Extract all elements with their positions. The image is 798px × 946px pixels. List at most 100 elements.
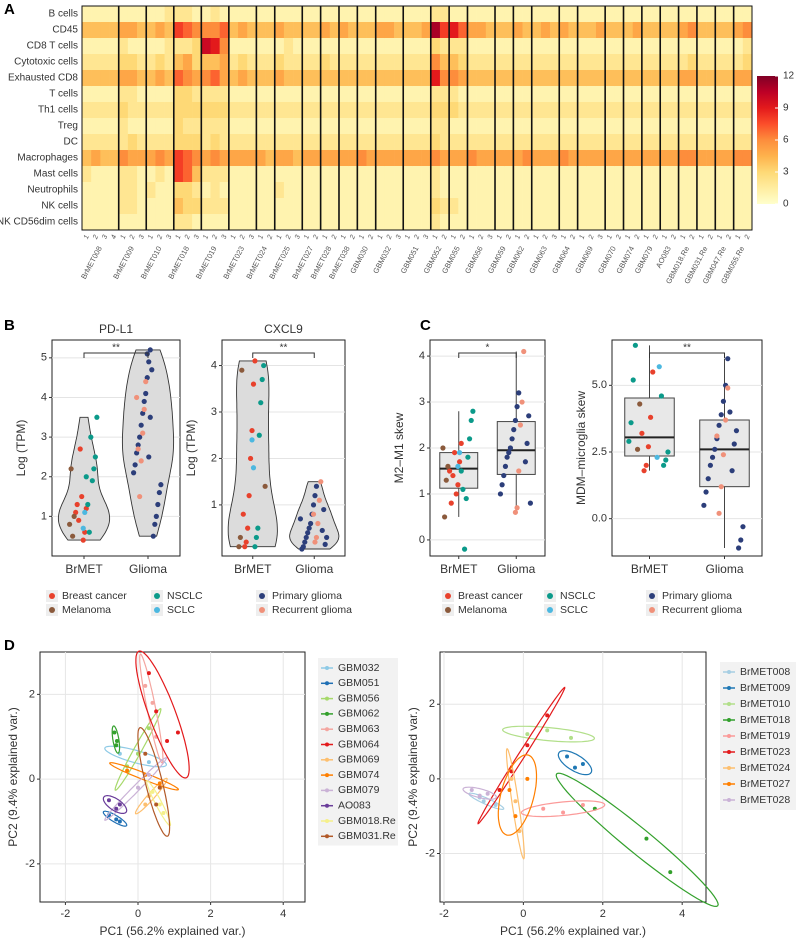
heat-cell bbox=[182, 70, 193, 87]
heat-cell bbox=[238, 198, 248, 215]
heat-cell bbox=[733, 182, 744, 199]
heat-cell bbox=[614, 118, 624, 135]
heat-cell bbox=[146, 150, 156, 167]
heat-cell bbox=[265, 102, 276, 119]
data-point bbox=[541, 806, 546, 811]
legend-key bbox=[649, 607, 655, 613]
heat-cell bbox=[100, 86, 110, 103]
heat-cell bbox=[715, 102, 725, 119]
heat-cell bbox=[476, 118, 487, 135]
heat-cell bbox=[302, 118, 312, 135]
data-point bbox=[249, 437, 255, 443]
heat-cell bbox=[109, 70, 120, 87]
heat-cell bbox=[531, 198, 542, 215]
heat-cell bbox=[293, 70, 303, 87]
heat-cell bbox=[449, 150, 459, 167]
data-point bbox=[322, 541, 328, 547]
column-sub-label: 1 bbox=[404, 234, 412, 240]
heat-cell bbox=[651, 38, 661, 55]
heat-cell bbox=[118, 150, 129, 167]
confidence-ellipse bbox=[497, 754, 538, 836]
data-point bbox=[703, 489, 709, 495]
column-group-label: BrMET009 bbox=[111, 245, 136, 281]
data-point bbox=[733, 428, 740, 434]
heat-cell bbox=[467, 6, 477, 23]
heat-cell bbox=[201, 102, 211, 119]
column-sub-label: 2 bbox=[413, 234, 421, 241]
heat-cell bbox=[495, 22, 505, 39]
heat-cell bbox=[338, 166, 349, 183]
heat-cell bbox=[476, 134, 487, 151]
heat-cell bbox=[742, 38, 753, 55]
heat-cell bbox=[449, 214, 459, 231]
heat-cell bbox=[467, 150, 477, 167]
heat-cell bbox=[91, 198, 101, 215]
column-sub-label: 1 bbox=[340, 234, 348, 240]
legend-key bbox=[259, 593, 265, 599]
column-sub-label: 3 bbox=[138, 234, 146, 240]
heat-cell bbox=[238, 150, 248, 167]
y-axis-label: PC2 (9.4% explained var.) bbox=[406, 707, 420, 846]
heat-cell bbox=[733, 86, 744, 103]
data-point bbox=[509, 436, 515, 442]
data-point bbox=[512, 417, 519, 424]
heat-cell bbox=[274, 102, 285, 119]
data-point bbox=[175, 730, 180, 735]
heat-cell bbox=[586, 86, 597, 103]
data-point bbox=[731, 441, 737, 447]
heatmap-frame bbox=[81, 5, 753, 231]
heat-cell bbox=[247, 150, 257, 167]
heat-cell bbox=[302, 166, 312, 183]
heat-cell bbox=[605, 86, 615, 103]
heat-cell bbox=[586, 166, 597, 183]
heat-cell bbox=[605, 198, 615, 215]
heat-cell bbox=[109, 54, 120, 71]
heat-cell bbox=[577, 54, 588, 71]
data-point bbox=[144, 351, 150, 357]
heat-cell bbox=[127, 70, 138, 87]
heat-cell bbox=[540, 134, 551, 151]
heat-cell bbox=[118, 166, 129, 183]
heat-cell bbox=[540, 54, 551, 71]
y-axis-label: Log (TPM) bbox=[184, 420, 198, 477]
heat-cell bbox=[550, 150, 560, 167]
data-point bbox=[643, 462, 649, 468]
data-point bbox=[527, 500, 533, 506]
heat-cell bbox=[91, 134, 101, 151]
heat-cell bbox=[513, 86, 523, 103]
heat-cell bbox=[82, 22, 92, 39]
heat-cell bbox=[632, 54, 643, 71]
heat-cell bbox=[311, 118, 321, 135]
heat-cell bbox=[293, 102, 303, 119]
heat-cell bbox=[550, 134, 560, 151]
heat-cell bbox=[449, 134, 459, 151]
heat-cell bbox=[384, 6, 395, 23]
heat-cell bbox=[458, 54, 468, 71]
y-tick-label: 3 bbox=[41, 431, 47, 443]
heat-cell bbox=[696, 22, 707, 39]
heat-cell bbox=[614, 38, 624, 55]
heat-cell bbox=[293, 22, 303, 39]
heat-cell bbox=[696, 86, 707, 103]
heat-cell bbox=[238, 22, 248, 39]
heat-cell bbox=[724, 198, 734, 215]
heat-cell bbox=[192, 166, 202, 183]
heat-cell bbox=[495, 214, 505, 231]
heat-cell bbox=[238, 54, 248, 71]
data-point bbox=[161, 811, 166, 816]
heat-cell bbox=[146, 182, 156, 199]
heat-cell bbox=[632, 6, 643, 23]
heat-cell bbox=[706, 54, 716, 71]
heat-cell bbox=[348, 182, 358, 199]
y-axis-label: MDM–microglia skew bbox=[574, 391, 588, 505]
heat-cell bbox=[632, 214, 643, 231]
heat-cell bbox=[192, 182, 202, 199]
heat-cell bbox=[91, 118, 101, 135]
y-tick-label: -2 bbox=[25, 858, 35, 870]
legend-label: BrMET024 bbox=[740, 762, 790, 774]
heat-cell bbox=[127, 214, 138, 231]
heat-cell bbox=[605, 70, 615, 87]
heat-cell bbox=[274, 22, 285, 39]
heat-cell bbox=[540, 182, 551, 199]
data-point bbox=[628, 420, 634, 426]
